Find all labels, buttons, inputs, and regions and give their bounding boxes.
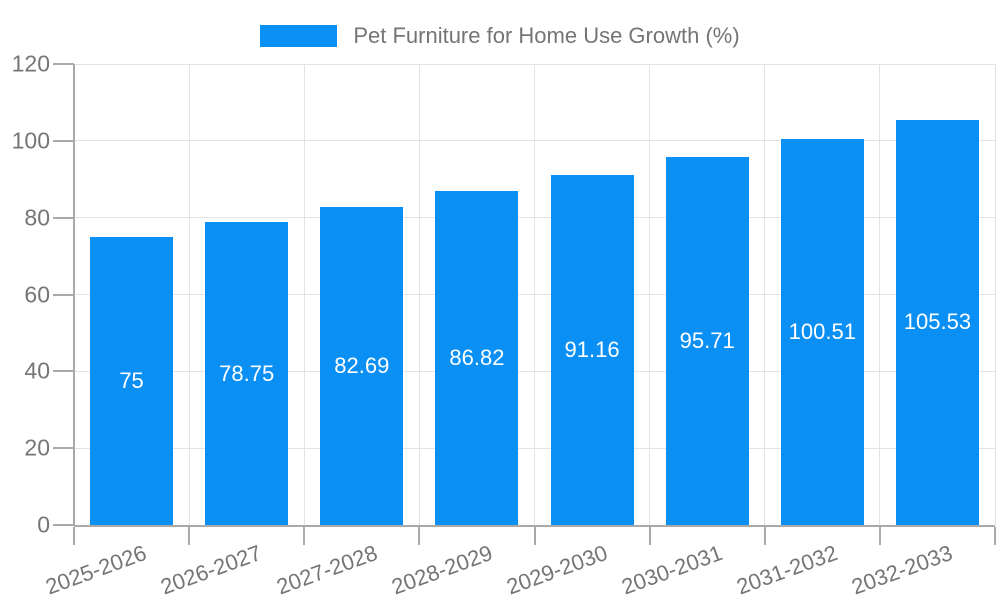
bar[interactable] <box>205 222 288 525</box>
bar-value-label: 75 <box>119 367 144 393</box>
legend-swatch-icon <box>260 25 338 47</box>
bar[interactable] <box>551 174 634 525</box>
gridline-vertical <box>303 64 305 525</box>
y-axis-tick-label: 20 <box>24 434 50 461</box>
y-axis-tick <box>53 293 74 296</box>
bar-value-label: 105.53 <box>903 309 972 335</box>
y-axis-tick-label: 80 <box>24 204 50 231</box>
legend-label: Pet Furniture for Home Use Growth (%) <box>353 23 740 48</box>
y-axis-tick-label: 120 <box>11 50 50 77</box>
y-axis-line <box>73 64 75 526</box>
bar-value-label: 91.16 <box>564 336 620 362</box>
gridline-vertical <box>649 64 651 525</box>
gridline-vertical <box>534 64 535 525</box>
y-axis-tick-label: 40 <box>24 357 50 384</box>
chart-legend[interactable]: Pet Furniture for Home Use Growth (%) <box>0 20 1000 52</box>
y-axis-tick <box>53 139 74 142</box>
bar[interactable] <box>435 191 518 525</box>
y-axis-tick-label: 100 <box>11 127 50 154</box>
x-axis-tick <box>303 527 306 545</box>
bar[interactable] <box>896 119 979 525</box>
x-axis-tick <box>188 527 191 545</box>
y-axis-tick-label: 0 <box>37 511 50 538</box>
bar[interactable] <box>320 207 403 525</box>
bar-value-label: 78.75 <box>219 360 275 386</box>
bar[interactable] <box>90 236 173 525</box>
y-axis-tick <box>53 524 74 526</box>
x-axis-line <box>74 525 995 527</box>
y-axis-tick <box>53 216 74 219</box>
x-axis-tick-label: 2028-2029 <box>388 540 496 600</box>
x-axis-tick-label: 2025-2026 <box>42 540 151 600</box>
y-axis-tick <box>53 370 74 373</box>
bar-value-label: 86.82 <box>449 345 505 371</box>
gridline-vertical <box>418 64 420 525</box>
y-axis-tick-label: 60 <box>24 281 50 307</box>
x-axis-tick-label: 2031-2032 <box>733 540 841 600</box>
x-axis-tick <box>648 527 651 545</box>
x-axis-tick <box>763 527 766 545</box>
bar[interactable] <box>666 157 749 525</box>
gridline-vertical <box>188 64 190 525</box>
x-axis-tick <box>994 527 996 545</box>
bar-value-label: 82.69 <box>334 353 390 379</box>
bar-value-label: 100.51 <box>788 318 856 344</box>
x-axis-tick-label: 2032-2033 <box>848 540 956 600</box>
gridline-vertical <box>764 64 766 525</box>
gridline-vertical <box>994 64 996 525</box>
bar-value-label: 95.71 <box>679 328 735 354</box>
bar[interactable] <box>781 138 864 525</box>
x-axis-tick-label: 2029-2030 <box>503 540 611 600</box>
x-axis-tick <box>73 527 75 545</box>
x-axis-tick-label: 2030-2031 <box>618 540 726 600</box>
x-axis-tick <box>878 527 881 545</box>
x-axis-tick <box>533 527 536 545</box>
x-axis-tick <box>418 527 421 545</box>
gridline-vertical <box>879 64 881 525</box>
y-axis-tick <box>53 63 74 65</box>
x-axis-tick-label: 2027-2028 <box>272 540 381 600</box>
y-axis-tick <box>53 447 74 450</box>
x-axis-tick-label: 2026-2027 <box>157 540 266 600</box>
